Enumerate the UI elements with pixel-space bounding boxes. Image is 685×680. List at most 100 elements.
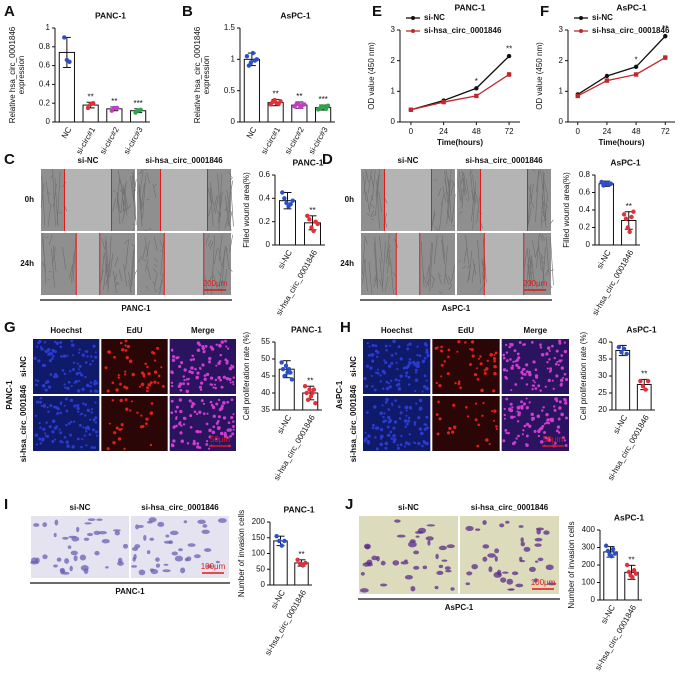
nucleus bbox=[192, 357, 196, 361]
nucleus bbox=[502, 353, 506, 357]
texture bbox=[53, 183, 57, 208]
texture bbox=[445, 169, 450, 188]
nucleus bbox=[366, 341, 369, 345]
nucleus bbox=[73, 404, 77, 408]
data-point bbox=[624, 351, 629, 357]
nucleus bbox=[546, 418, 550, 422]
y-axis-label: Cell proliferation rate (%) bbox=[242, 331, 251, 420]
cell bbox=[545, 564, 554, 571]
nucleus bbox=[414, 389, 417, 393]
nucleus bbox=[172, 439, 176, 443]
nucleus bbox=[112, 440, 116, 445]
nucleus bbox=[440, 375, 443, 378]
texture bbox=[392, 271, 397, 278]
marker bbox=[408, 107, 414, 112]
cell bbox=[427, 540, 431, 546]
nucleus bbox=[160, 366, 163, 369]
nucleus bbox=[423, 356, 427, 360]
texture bbox=[59, 212, 63, 214]
nucleus bbox=[493, 364, 497, 369]
data-point bbox=[272, 97, 277, 103]
nucleus bbox=[39, 442, 42, 445]
nucleus bbox=[541, 409, 544, 412]
nucleus bbox=[385, 397, 389, 401]
data-point bbox=[282, 373, 287, 379]
texture bbox=[462, 266, 466, 269]
nucleus bbox=[59, 341, 63, 344]
nucleus bbox=[195, 429, 199, 434]
y-tick-label: 0.4 bbox=[39, 80, 51, 89]
nucleus bbox=[222, 416, 227, 420]
texture bbox=[545, 237, 550, 277]
significance: ** bbox=[662, 24, 668, 33]
y-tick-label: 1 bbox=[231, 54, 236, 63]
marker bbox=[663, 33, 668, 39]
cell bbox=[523, 546, 531, 552]
nucleus bbox=[531, 418, 534, 422]
nucleus bbox=[211, 430, 216, 435]
nucleus bbox=[218, 360, 222, 363]
cell bbox=[35, 557, 40, 564]
cell bbox=[445, 569, 452, 573]
y-tick-label: 50 bbox=[256, 564, 265, 573]
y-tick-label: 45 bbox=[261, 371, 270, 380]
nucleus bbox=[382, 420, 386, 424]
nucleus bbox=[230, 398, 234, 402]
nucleus bbox=[42, 427, 46, 431]
texture bbox=[370, 218, 374, 221]
nucleus bbox=[120, 423, 124, 427]
nucleus bbox=[142, 372, 146, 376]
nucleus bbox=[395, 361, 398, 364]
cell bbox=[180, 567, 186, 574]
nucleus bbox=[413, 441, 416, 444]
texture bbox=[437, 272, 441, 277]
texture bbox=[148, 228, 152, 230]
nucleus bbox=[366, 411, 369, 414]
texture bbox=[127, 204, 131, 210]
nucleus bbox=[124, 398, 128, 402]
nucleus bbox=[391, 404, 394, 407]
texture bbox=[141, 183, 145, 206]
cell bbox=[379, 583, 388, 587]
data-point bbox=[296, 101, 301, 106]
nucleus bbox=[86, 355, 89, 358]
texture bbox=[117, 169, 122, 185]
nucleus bbox=[220, 385, 224, 389]
y-tick-label: 35 bbox=[261, 405, 270, 414]
nucleus bbox=[416, 345, 419, 348]
nucleus bbox=[188, 399, 192, 403]
texture bbox=[448, 285, 452, 290]
texture bbox=[219, 279, 223, 282]
nucleus bbox=[545, 352, 549, 356]
row-label: 0h bbox=[25, 195, 34, 204]
nucleus bbox=[469, 363, 472, 366]
cell bbox=[42, 522, 48, 528]
cell bbox=[422, 565, 428, 570]
micrograph bbox=[359, 516, 458, 594]
nucleus bbox=[140, 414, 143, 417]
nucleus bbox=[525, 443, 528, 446]
y-tick-label: 300 bbox=[582, 543, 596, 552]
chart-title: PANC-1 bbox=[95, 10, 126, 20]
nucleus bbox=[78, 423, 82, 427]
nucleus bbox=[416, 353, 419, 357]
nucleus bbox=[75, 372, 79, 376]
nucleus bbox=[557, 431, 561, 434]
nucleus bbox=[60, 401, 63, 404]
nucleus bbox=[394, 399, 397, 402]
nucleus bbox=[175, 405, 179, 409]
nucleus bbox=[413, 423, 416, 426]
nucleus bbox=[513, 415, 516, 418]
nucleus bbox=[191, 354, 194, 358]
data-point bbox=[626, 569, 632, 575]
nucleus bbox=[228, 428, 232, 432]
texture bbox=[441, 239, 445, 265]
nucleus bbox=[192, 441, 196, 446]
nucleus bbox=[94, 389, 98, 393]
nucleus bbox=[476, 367, 479, 370]
cell bbox=[438, 545, 447, 551]
nucleus bbox=[48, 425, 52, 429]
nucleus bbox=[198, 410, 202, 414]
nucleus bbox=[95, 381, 99, 385]
texture bbox=[382, 241, 386, 288]
